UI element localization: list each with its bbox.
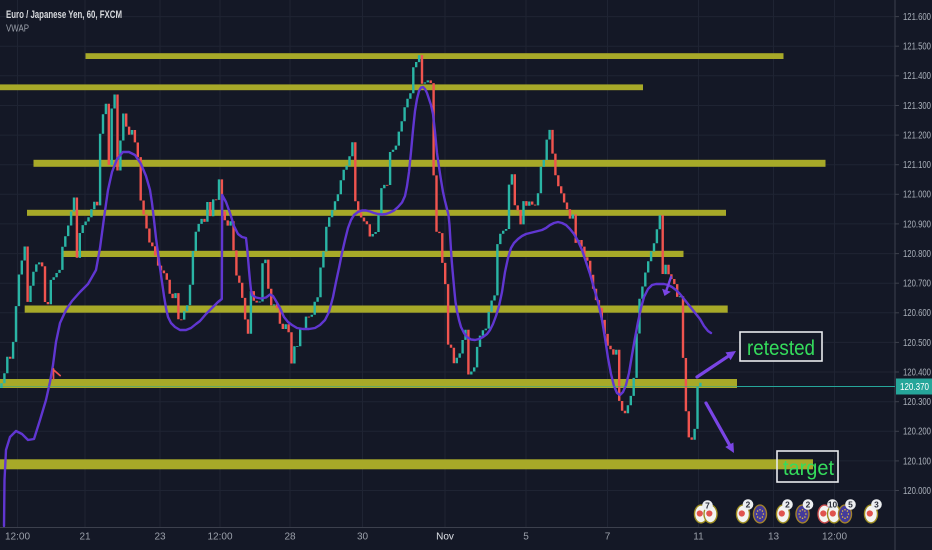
svg-text:12:00: 12:00 xyxy=(822,532,847,543)
svg-text:120.600: 120.600 xyxy=(903,308,931,319)
svg-text:Nov: Nov xyxy=(436,532,454,543)
svg-text:121.300: 121.300 xyxy=(903,101,931,112)
svg-text:121.000: 121.000 xyxy=(903,190,931,201)
svg-text:2: 2 xyxy=(806,499,811,509)
svg-text:12:00: 12:00 xyxy=(5,532,30,543)
svg-text:13: 13 xyxy=(768,532,780,543)
svg-text:5: 5 xyxy=(523,532,529,543)
svg-text:120.200: 120.200 xyxy=(903,427,931,438)
svg-text:2: 2 xyxy=(785,499,790,509)
svg-text:121.500: 121.500 xyxy=(903,42,931,53)
svg-text:120.370: 120.370 xyxy=(900,382,929,393)
svg-text:121.600: 121.600 xyxy=(903,12,931,23)
svg-text:10: 10 xyxy=(828,499,838,509)
svg-text:Euro / Japanese Yen, 60, FXCM: Euro / Japanese Yen, 60, FXCM xyxy=(6,9,122,21)
svg-text:21: 21 xyxy=(79,532,91,543)
svg-text:121.400: 121.400 xyxy=(903,71,931,82)
svg-text:5: 5 xyxy=(848,499,853,509)
svg-text:120.300: 120.300 xyxy=(903,397,931,408)
svg-text:retested: retested xyxy=(747,336,815,360)
svg-text:120.400: 120.400 xyxy=(903,367,931,378)
svg-text:120.800: 120.800 xyxy=(903,249,931,260)
svg-text:121.100: 121.100 xyxy=(903,160,931,171)
svg-text:target: target xyxy=(783,456,834,480)
svg-text:120.500: 120.500 xyxy=(903,338,931,349)
svg-text:28: 28 xyxy=(284,532,296,543)
svg-text:30: 30 xyxy=(357,532,369,543)
svg-text:11: 11 xyxy=(693,532,704,543)
svg-text:2: 2 xyxy=(746,499,751,509)
svg-text:120.100: 120.100 xyxy=(903,456,931,467)
svg-text:7: 7 xyxy=(705,500,710,510)
svg-text:7: 7 xyxy=(605,532,611,543)
svg-text:12:00: 12:00 xyxy=(207,532,232,543)
svg-text:120.000: 120.000 xyxy=(903,486,931,497)
svg-text:120.700: 120.700 xyxy=(903,279,931,290)
svg-text:121.200: 121.200 xyxy=(903,131,931,142)
svg-text:23: 23 xyxy=(154,532,166,543)
svg-text:3: 3 xyxy=(874,499,879,509)
svg-text:120.900: 120.900 xyxy=(903,219,931,230)
svg-text:VWAP: VWAP xyxy=(6,24,29,35)
